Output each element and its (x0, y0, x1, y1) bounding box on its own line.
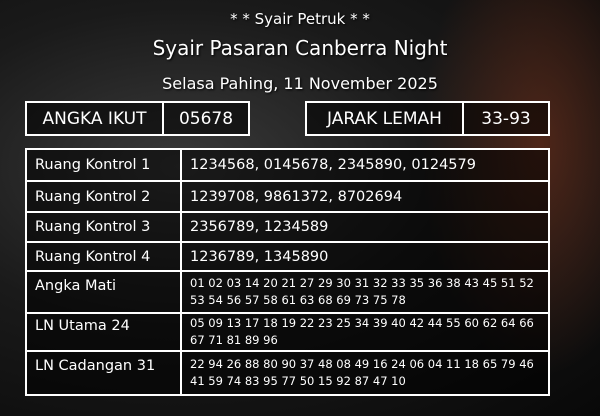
date: Selasa Pahing, 11 November 2025 (162, 74, 438, 93)
table-row: Ruang Kontrol 1 1234568, 0145678, 2345890… (25, 148, 550, 182)
angka-ikut-label: ANGKA IKUT (27, 103, 164, 134)
table-row: Ruang Kontrol 4 1236789, 1345890 (25, 241, 550, 272)
row-value: 01 02 03 14 20 21 27 29 30 31 32 33 35 3… (180, 270, 550, 314)
table-row: Ruang Kontrol 3 2356789, 1234589 (25, 211, 550, 243)
subtitle: * * Syair Petruk * * (230, 10, 370, 28)
row-label: Ruang Kontrol 3 (25, 211, 182, 243)
table-row: LN Cadangan 31 22 94 26 88 80 90 37 48 08… (25, 350, 550, 396)
row-value: 05 09 13 17 18 19 22 23 25 34 39 40 42 4… (180, 312, 550, 352)
table-row: Angka Mati 01 02 03 14 20 21 27 29 30 31 … (25, 270, 550, 314)
jarak-lemah-box: JARAK LEMAH 33-93 (305, 101, 550, 136)
jarak-lemah-label: JARAK LEMAH (307, 103, 464, 134)
row-value: 1234568, 0145678, 2345890, 0124579 (180, 148, 550, 182)
row-label: LN Cadangan 31 (25, 350, 182, 396)
page-title: Syair Pasaran Canberra Night (152, 36, 448, 60)
row-label: Ruang Kontrol 1 (25, 148, 182, 182)
row-label: Ruang Kontrol 4 (25, 241, 182, 272)
jarak-lemah-value: 33-93 (481, 108, 531, 129)
angka-ikut-value: 05678 (178, 108, 234, 129)
row-label: Angka Mati (25, 270, 182, 314)
angka-ikut-box: ANGKA IKUT 05678 (25, 101, 250, 136)
row-value: 1239708, 9861372, 8702694 (180, 180, 550, 213)
row-value: 22 94 26 88 80 90 37 48 08 49 16 24 06 0… (180, 350, 550, 396)
row-value: 2356789, 1234589 (180, 211, 550, 243)
row-label: LN Utama 24 (25, 312, 182, 352)
syair-table: Ruang Kontrol 1 1234568, 0145678, 2345890… (25, 148, 550, 396)
table-row: LN Utama 24 05 09 13 17 18 19 22 23 25 34… (25, 312, 550, 352)
row-label: Ruang Kontrol 2 (25, 180, 182, 213)
table-row: Ruang Kontrol 2 1239708, 9861372, 8702694 (25, 180, 550, 213)
row-value: 1236789, 1345890 (180, 241, 550, 272)
